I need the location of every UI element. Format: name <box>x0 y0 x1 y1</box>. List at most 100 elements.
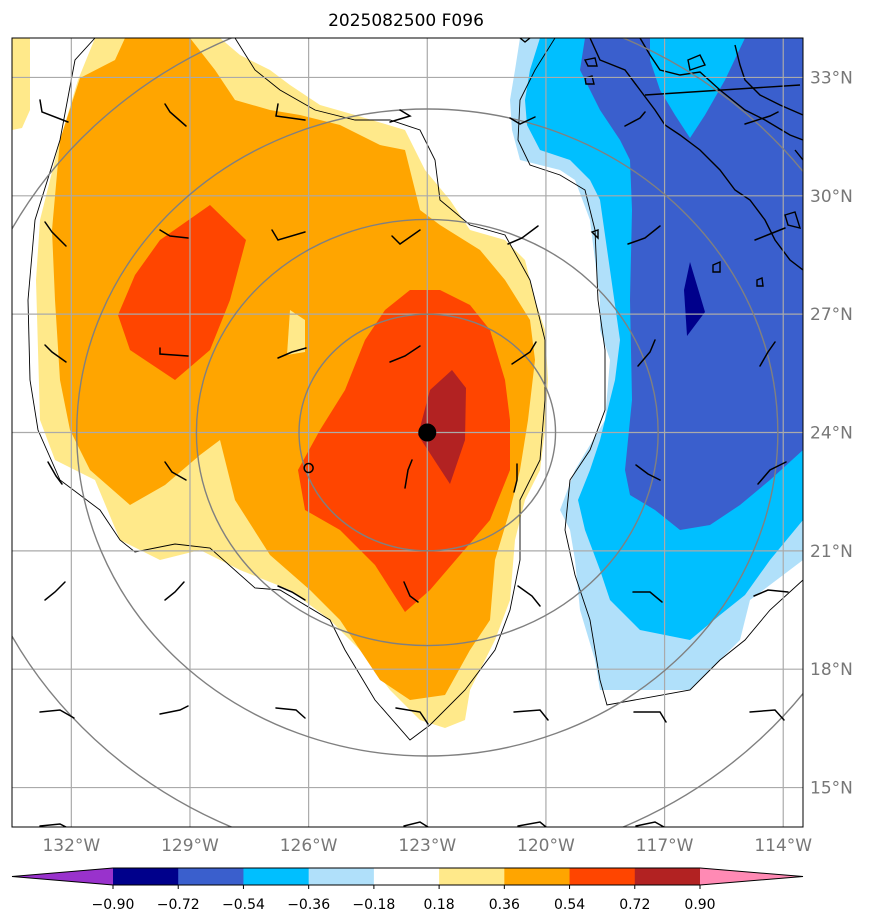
wind-barb <box>637 339 656 367</box>
wind-barb <box>389 109 412 123</box>
wind-barb <box>44 221 67 247</box>
wind-barb <box>513 709 549 721</box>
longitude-tick-label: 132°W <box>42 836 100 856</box>
latitude-tick-label: 18°N <box>810 660 853 680</box>
colorbar-segment <box>373 868 440 885</box>
wind-barb <box>164 103 187 127</box>
wind-barb <box>275 707 306 719</box>
colorbar <box>11 867 804 886</box>
colorbar-tick-label: −0.18 <box>352 897 395 913</box>
colorbar-segment <box>634 868 701 885</box>
longitude-tick-label: 117°W <box>636 836 694 856</box>
contour-pos-072 <box>418 370 466 484</box>
wind-barb <box>39 823 67 827</box>
longitude-tick-label: 126°W <box>280 836 338 856</box>
plot-area <box>12 38 803 827</box>
colorbar-tick-label: 0.90 <box>684 897 715 913</box>
wind-barb <box>403 821 429 827</box>
latitude-tick-label: 30°N <box>810 187 853 207</box>
wind-barb <box>403 581 419 603</box>
storm-center-marker <box>418 423 437 442</box>
wind-barb <box>389 345 421 363</box>
wind-barb <box>513 463 518 493</box>
longitude-tick-label: 129°W <box>161 836 219 856</box>
plot-frame <box>11 37 804 828</box>
wind-barb <box>404 459 413 489</box>
coastline <box>519 38 803 287</box>
secondary-position-marker <box>303 462 314 474</box>
wind-barb <box>159 229 189 239</box>
wind-barb <box>271 229 306 241</box>
colorbar-segment <box>569 868 636 885</box>
wind-barb <box>164 581 185 601</box>
wind-barb <box>39 99 69 123</box>
colorbar-segment <box>243 868 310 885</box>
wind-barb <box>44 344 67 363</box>
contour-pos-054 <box>118 205 510 612</box>
colorbar-extend-max <box>700 868 803 885</box>
colorbar-tick-label: 0.54 <box>554 897 585 913</box>
colorbar-labels: −0.90 −0.72 −0.54 −0.36 −0.18 0.18 0.36 0.54 0.7… <box>92 885 716 913</box>
contour-neg-072 <box>684 262 705 336</box>
wind-barb <box>633 711 667 723</box>
longitude-tick-label: 120°W <box>517 836 575 856</box>
range-ring <box>76 108 779 757</box>
latitude-tick-label: 21°N <box>810 542 853 562</box>
colorbar-tick-label: 0.18 <box>424 897 455 913</box>
contour-pos-018-hole <box>287 310 305 355</box>
wind-barb <box>509 116 536 125</box>
wind-barb <box>749 709 785 721</box>
wind-barb <box>757 461 787 485</box>
range-ring <box>195 218 659 647</box>
colorbar-tick-label: −0.72 <box>157 897 200 913</box>
wind-barb <box>635 821 665 827</box>
colorbar-segment <box>308 868 375 885</box>
wind-barb <box>159 347 189 357</box>
wind-barb <box>47 461 63 485</box>
range-rings <box>12 38 803 827</box>
longitude-tick-label: 123°W <box>398 836 456 856</box>
wind-barb <box>507 225 539 245</box>
wind-barb <box>759 341 776 367</box>
wind-barb <box>44 581 66 601</box>
colorbar-segment <box>178 868 244 885</box>
colorbar-segment <box>439 868 505 885</box>
latitude-tick-label: 33°N <box>810 68 853 88</box>
wind-barb <box>744 111 779 125</box>
graticule <box>12 38 803 827</box>
wind-barb <box>754 227 786 241</box>
wind-barb <box>632 591 663 603</box>
wind-barb <box>627 225 661 245</box>
longitude-labels: 132°W 129°W 126°W 123°W 120°W 117°W 114°W <box>42 836 812 856</box>
colorbar-tick-label: −0.90 <box>92 897 135 913</box>
colorbar-extend-min <box>12 868 113 885</box>
latitude-tick-label: 24°N <box>810 424 853 444</box>
wind-barb <box>159 705 189 715</box>
latitude-tick-label: 27°N <box>810 305 853 325</box>
wind-barb <box>624 111 646 127</box>
wind-barb <box>635 464 661 481</box>
wind-barb <box>277 347 307 359</box>
longitude-tick-label: 114°W <box>754 836 812 856</box>
wind-barb <box>39 709 75 719</box>
latitude-tick-label: 15°N <box>810 779 853 799</box>
wind-barb <box>391 229 421 245</box>
wind-barb <box>753 589 789 597</box>
colorbar-segment <box>113 868 179 885</box>
colorbar-tick-label: 0.72 <box>619 897 650 913</box>
colorbar-tick-label: −0.54 <box>222 897 265 913</box>
colorbar-tick-label: −0.36 <box>287 897 330 913</box>
colorbar-segment <box>504 868 571 885</box>
colorbar-tick-label: 0.36 <box>489 897 520 913</box>
wind-barb <box>517 585 541 607</box>
wind-barb <box>517 821 547 827</box>
plot-title: 2025082500 F096 <box>328 11 484 31</box>
wind-barb <box>395 707 429 725</box>
wind-barb <box>277 585 306 601</box>
range-ring <box>298 313 557 552</box>
wind-barb <box>164 461 187 481</box>
wind-barb <box>275 103 306 121</box>
latitude-labels: 15°N 18°N 21°N 24°N 27°N 30°N 33°N <box>810 68 853 798</box>
